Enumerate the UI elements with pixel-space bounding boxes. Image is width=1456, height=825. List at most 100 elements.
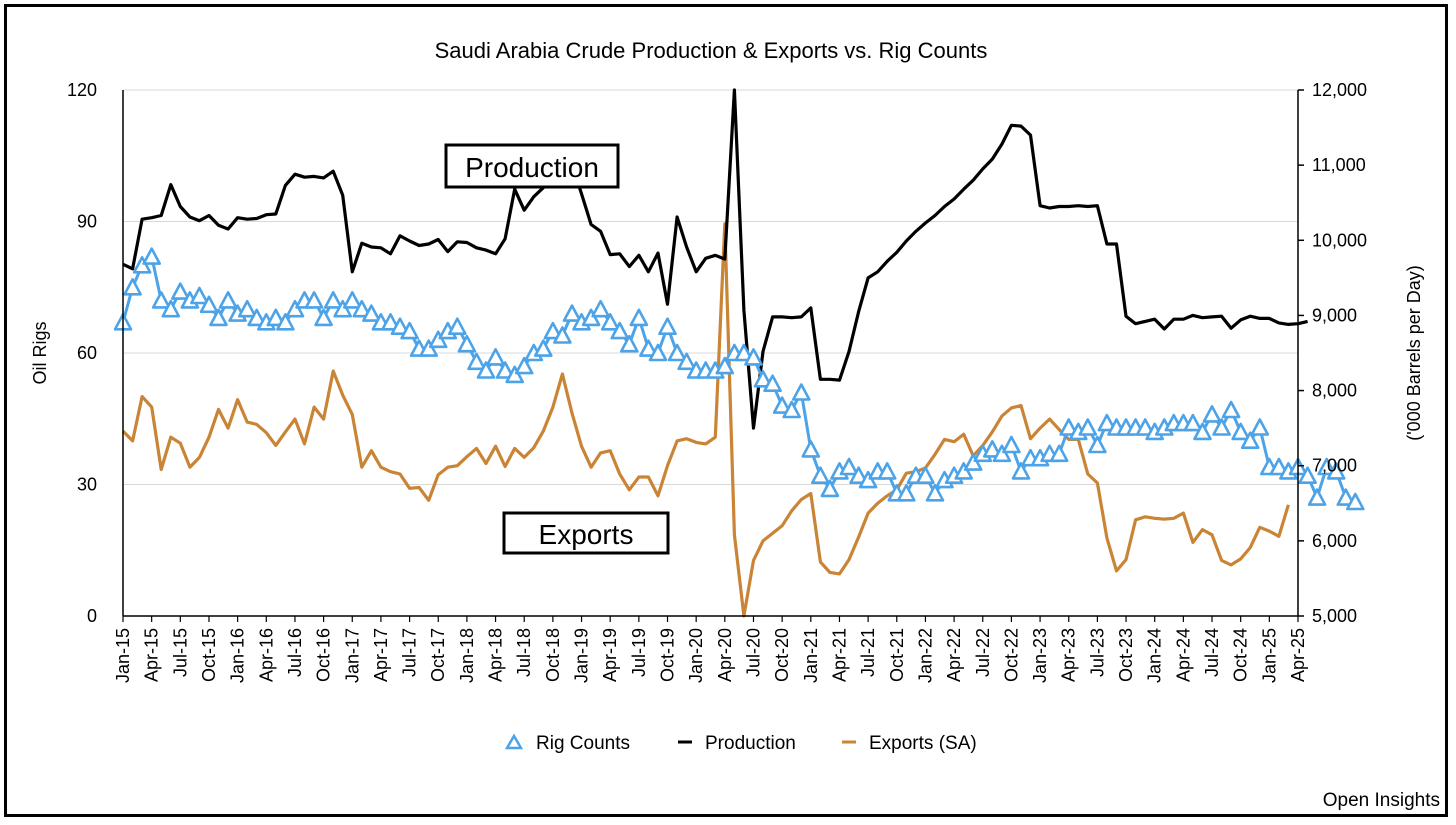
- rig-count-point: [610, 321, 629, 340]
- rig-count-point: [1202, 405, 1222, 423]
- x-tick-label: Oct-24: [1231, 628, 1251, 682]
- rig-count-point: [448, 317, 467, 335]
- rig-count-point: [1078, 418, 1098, 436]
- rig-count-point: [314, 308, 333, 327]
- series-line-production: [122, 88, 1308, 430]
- rig-count-point: [1088, 435, 1107, 454]
- rig-count-point: [1135, 418, 1155, 436]
- y-tick-label-right: 6,000: [1312, 531, 1357, 551]
- y-axis-label-right: ('000 Barrels per Day): [1404, 265, 1424, 441]
- x-tick-label: Jul-23: [1087, 628, 1107, 677]
- axes: 0 30 60 90 120 5,000 6,000 7,000 8,000 9,000 10,00…: [67, 80, 1367, 683]
- x-tick-label: Jul-15: [170, 628, 190, 677]
- rig-count-point: [1049, 444, 1069, 463]
- rig-count-point: [792, 383, 811, 401]
- rig-count-point: [276, 313, 295, 331]
- x-tick-label: Jul-19: [629, 628, 649, 677]
- rig-count-point: [285, 299, 305, 318]
- legend-item-rig-counts: Rig Counts: [504, 733, 630, 754]
- x-tick-label: Jan-21: [801, 628, 821, 683]
- rig-count-point: [1002, 435, 1021, 454]
- rig-count-point: [419, 339, 438, 357]
- x-tick-label: Oct-20: [772, 628, 792, 682]
- rig-count-point: [1221, 400, 1241, 419]
- callout-exports: Exports: [502, 511, 670, 555]
- x-tick-label: Jan-18: [457, 628, 477, 683]
- rig-count-point: [400, 321, 419, 340]
- y-tick-label-right: 8,000: [1312, 381, 1357, 401]
- rig-count-point: [218, 291, 238, 309]
- y-tick-label-right: 9,000: [1312, 305, 1357, 325]
- rig-count-point: [171, 282, 190, 300]
- rig-count-point: [1336, 488, 1356, 506]
- callout-production: Production: [444, 143, 620, 189]
- rig-count-point: [247, 308, 266, 327]
- x-tick-label: Jul-20: [743, 628, 763, 677]
- rig-count-point: [639, 339, 658, 357]
- rig-count-point: [677, 352, 696, 371]
- rig-count-point: [1011, 462, 1031, 480]
- callout-production-box: [444, 143, 620, 189]
- x-tick-label: Apr-23: [1059, 628, 1079, 682]
- series-line-exports-sa: [121, 222, 1290, 618]
- y-tick-label-right: 7,000: [1312, 456, 1357, 476]
- rig-count-point: [1183, 413, 1203, 432]
- rig-count-point: [161, 299, 181, 318]
- rig-count-point: [514, 356, 534, 375]
- rig-count-point: [266, 308, 286, 327]
- chart-title: Saudi Arabia Crude Production & Exports …: [435, 38, 988, 63]
- y-tick-label-left: 60: [77, 343, 97, 363]
- x-tick-label: Apr-20: [715, 628, 735, 682]
- rig-count-point: [390, 317, 410, 335]
- rig-count-point: [877, 462, 897, 480]
- x-tick-label: Jan-16: [228, 628, 248, 683]
- gridlines: [123, 89, 1298, 485]
- rig-count-point: [925, 484, 945, 502]
- legend-item-exports: Exports (SA): [842, 733, 977, 754]
- rig-count-point: [486, 348, 505, 366]
- x-tick-label: Jul-22: [973, 628, 993, 677]
- rig-count-point: [715, 356, 735, 375]
- rig-count-point: [1240, 431, 1260, 449]
- callout-exports-label: Exports: [539, 519, 634, 550]
- x-tick-label: Apr-18: [486, 628, 506, 682]
- legend-item-production: Production: [678, 733, 796, 754]
- x-tick-label: Jul-18: [514, 628, 534, 677]
- callout-production-label: Production: [465, 152, 599, 183]
- x-tick-label: Oct-21: [887, 628, 907, 682]
- rig-count-point: [1307, 488, 1327, 506]
- x-tick-label: Jul-21: [858, 628, 878, 677]
- rig-count-point: [562, 304, 582, 322]
- legend-label-rig-counts: Rig Counts: [536, 733, 630, 754]
- x-tick-label: Oct-19: [658, 628, 678, 682]
- rig-count-point: [1250, 418, 1270, 436]
- rig-count-point: [839, 457, 859, 476]
- x-tick-label: Oct-17: [428, 628, 448, 682]
- x-tick-label: Oct-15: [199, 628, 219, 682]
- x-tick-label: Apr-22: [944, 628, 964, 682]
- y-tick-label-right: 5,000: [1312, 606, 1357, 626]
- rig-count-point: [1097, 413, 1117, 432]
- x-tick-label: Jan-25: [1259, 628, 1279, 683]
- rig-count-point: [629, 308, 649, 327]
- x-tick-label: Apr-15: [142, 628, 162, 682]
- rig-count-point: [600, 313, 620, 331]
- rig-count-point: [753, 370, 773, 388]
- rig-count-point: [1326, 462, 1346, 480]
- rig-count-point: [1269, 457, 1289, 476]
- rig-count-point: [734, 343, 754, 362]
- x-tick-label: Oct-23: [1116, 628, 1136, 682]
- source-credit: Open Insights: [1323, 790, 1440, 811]
- rig-count-point: [123, 278, 142, 296]
- x-tick-label: Jan-19: [572, 628, 592, 683]
- chart-frame: [4, 4, 1448, 817]
- x-tick-label: Apr-17: [371, 628, 391, 682]
- rig-count-point: [801, 440, 821, 458]
- x-tick-label: Oct-18: [543, 628, 563, 682]
- x-tick-label: Apr-16: [256, 628, 276, 682]
- x-tick-label: Jul-16: [285, 628, 305, 677]
- rig-count-point: [620, 334, 639, 353]
- rig-count-point: [457, 334, 477, 353]
- legend: Rig Counts Production Exports (SA): [504, 733, 977, 754]
- y-tick-label-left: 90: [77, 212, 97, 232]
